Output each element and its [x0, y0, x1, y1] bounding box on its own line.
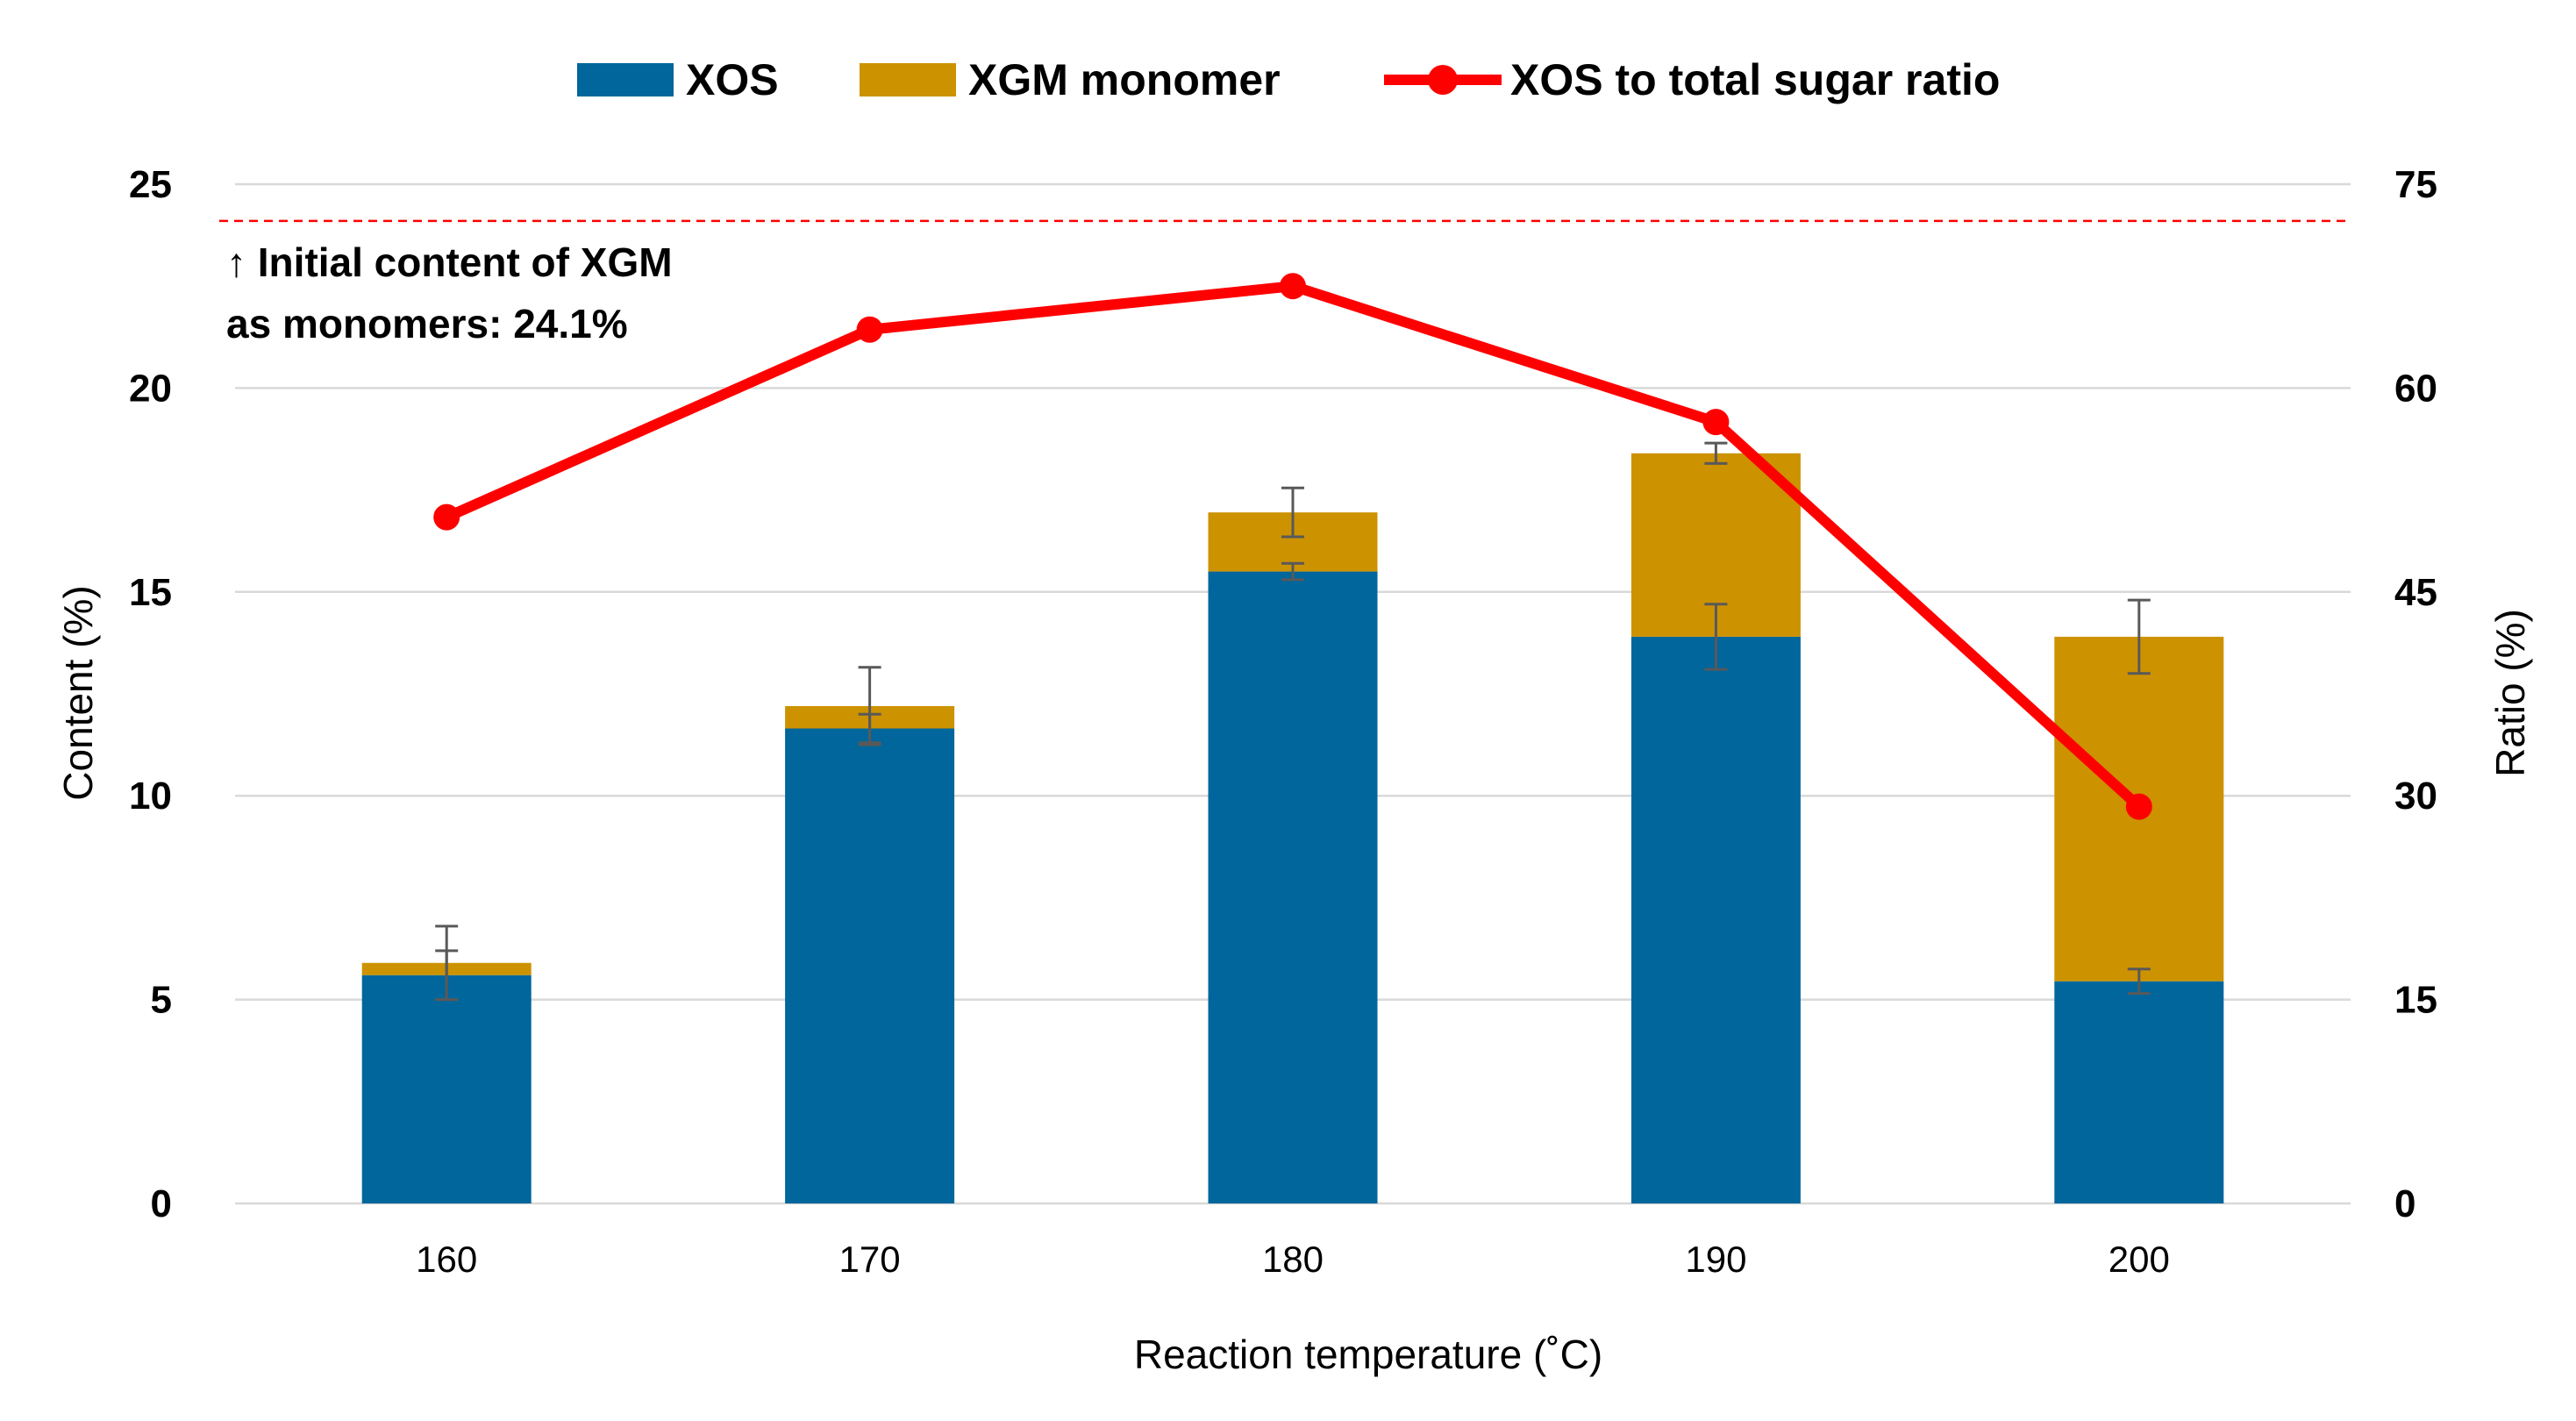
- y2-tick-label: 15: [2394, 979, 2437, 1022]
- ratio-marker: [1280, 273, 1306, 300]
- bar-xos: [2054, 981, 2224, 1203]
- legend-label-ratio: XOS to total sugar ratio: [1510, 55, 2000, 104]
- bar-xos: [1208, 571, 1378, 1203]
- ratio-line-group: [433, 273, 2152, 820]
- bar-group: [361, 453, 2224, 1203]
- ratio-marker: [2125, 793, 2152, 820]
- y-tick-label: 5: [151, 979, 172, 1022]
- error-bar-group: [435, 441, 2151, 1002]
- y-tick-label: 10: [129, 775, 172, 818]
- y-axis-title: Content (%): [55, 585, 101, 800]
- x-axis-ticks: 160 170 180 190 200: [416, 1239, 2170, 1280]
- x-tick-label: 180: [1262, 1239, 1324, 1280]
- ratio-marker: [433, 503, 460, 531]
- y-axis-ticks: 0 5 10 15 20 25: [129, 163, 172, 1225]
- legend-label-xos: XOS: [686, 55, 779, 104]
- legend-swatch-ratio-marker: [1428, 65, 1458, 95]
- y-tick-label: 20: [129, 367, 172, 410]
- y2-tick-label: 75: [2394, 163, 2437, 206]
- y-tick-label: 15: [129, 571, 172, 614]
- annotation: ↑ Initial content of XGM as monomers: 24…: [226, 239, 673, 346]
- y-tick-label: 0: [151, 1182, 172, 1225]
- legend: XOS XGM monomer XOS to total sugar ratio: [577, 55, 2000, 104]
- x-tick-label: 160: [416, 1239, 477, 1280]
- y2-tick-label: 60: [2394, 367, 2437, 410]
- bar-xos: [361, 975, 532, 1203]
- legend-label-xgm-monomer: XGM monomer: [968, 55, 1281, 104]
- annotation-line-2: as monomers: 24.1%: [226, 301, 628, 346]
- legend-swatch-xgm-monomer: [860, 63, 956, 96]
- y2-tick-label: 45: [2394, 571, 2437, 614]
- ratio-marker: [856, 316, 883, 343]
- bar-xos: [1631, 636, 1801, 1203]
- y-tick-label: 25: [129, 163, 172, 206]
- annotation-line-1: ↑ Initial content of XGM: [226, 239, 673, 285]
- y2-tick-label: 0: [2394, 1182, 2415, 1225]
- x-tick-label: 170: [839, 1239, 901, 1280]
- bar-xos: [785, 728, 955, 1203]
- legend-swatch-xos: [577, 63, 674, 96]
- y2-axis-ticks: 0 15 30 45 60 75: [2394, 163, 2437, 1225]
- x-tick-label: 190: [1685, 1239, 1746, 1280]
- x-tick-label: 200: [2109, 1239, 2170, 1280]
- ratio-marker: [1702, 409, 1730, 436]
- x-axis-title: Reaction temperature (˚C): [1134, 1332, 1602, 1377]
- y2-tick-label: 30: [2394, 775, 2437, 818]
- y2-axis-title: Ratio (%): [2487, 609, 2533, 777]
